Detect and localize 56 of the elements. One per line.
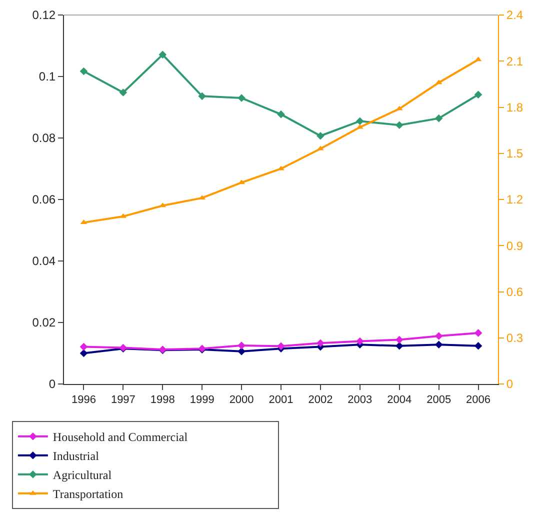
x-tick-label: 2002 [308,394,333,406]
point [238,348,246,356]
y2-tick-label: 1.8 [506,100,524,114]
point [277,342,285,350]
x-tick-label: 2005 [426,394,452,406]
y-tick-label: 0 [48,377,56,392]
point [316,339,324,347]
legend-label: Transportation [52,487,124,502]
point [278,166,284,170]
point [434,332,443,340]
y2-tick-label: 0.3 [506,331,524,346]
point [474,342,482,350]
y-tick-label: 0.02 [32,316,56,330]
point [356,117,364,125]
point [198,92,206,100]
y-tick-label: 0.06 [32,192,56,207]
point [395,121,404,129]
point [434,340,443,349]
y2-tick-label: 1.2 [506,192,524,207]
point [238,342,246,350]
x-tick-label: 1997 [110,394,136,406]
x-tick-label: 2001 [268,394,294,406]
legend-label: Agricultural [52,468,112,482]
point [474,90,482,99]
x-tick-label: 2004 [387,394,412,406]
x-tick-label: 1998 [150,394,175,406]
point [356,337,364,346]
point [395,342,404,350]
x-tick-label: 2003 [348,394,372,406]
y2-tick-label: 0.6 [506,284,524,299]
point [474,329,482,337]
y-tick-label: 0.12 [32,8,56,22]
y2-tick-label: 0.9 [506,238,524,253]
legend-label: Household and Commercial [52,430,188,444]
point [80,342,88,351]
point [80,349,88,358]
y2-tick-label: 2.1 [506,54,524,68]
y-tick-label: 0.08 [32,131,56,146]
x-tick-label: 2000 [229,394,254,406]
point [316,132,324,140]
point [395,336,404,344]
point [238,94,246,102]
y-tick-label: 0.04 [32,254,56,268]
x-tick-label: 1999 [190,394,214,406]
y2-tick-label: 1.5 [506,146,524,161]
x-tick-label: 1996 [71,394,96,406]
point [434,114,443,122]
y-tick-label: 0.1 [38,70,56,84]
point [158,50,167,59]
point [119,88,128,96]
x-tick-label: 2006 [466,394,491,406]
y2-tick-label: 2.4 [506,8,524,22]
point [277,110,285,118]
point [80,67,88,76]
legend-label: Industrial [52,449,100,464]
y2-tick-label: 0 [506,377,514,392]
